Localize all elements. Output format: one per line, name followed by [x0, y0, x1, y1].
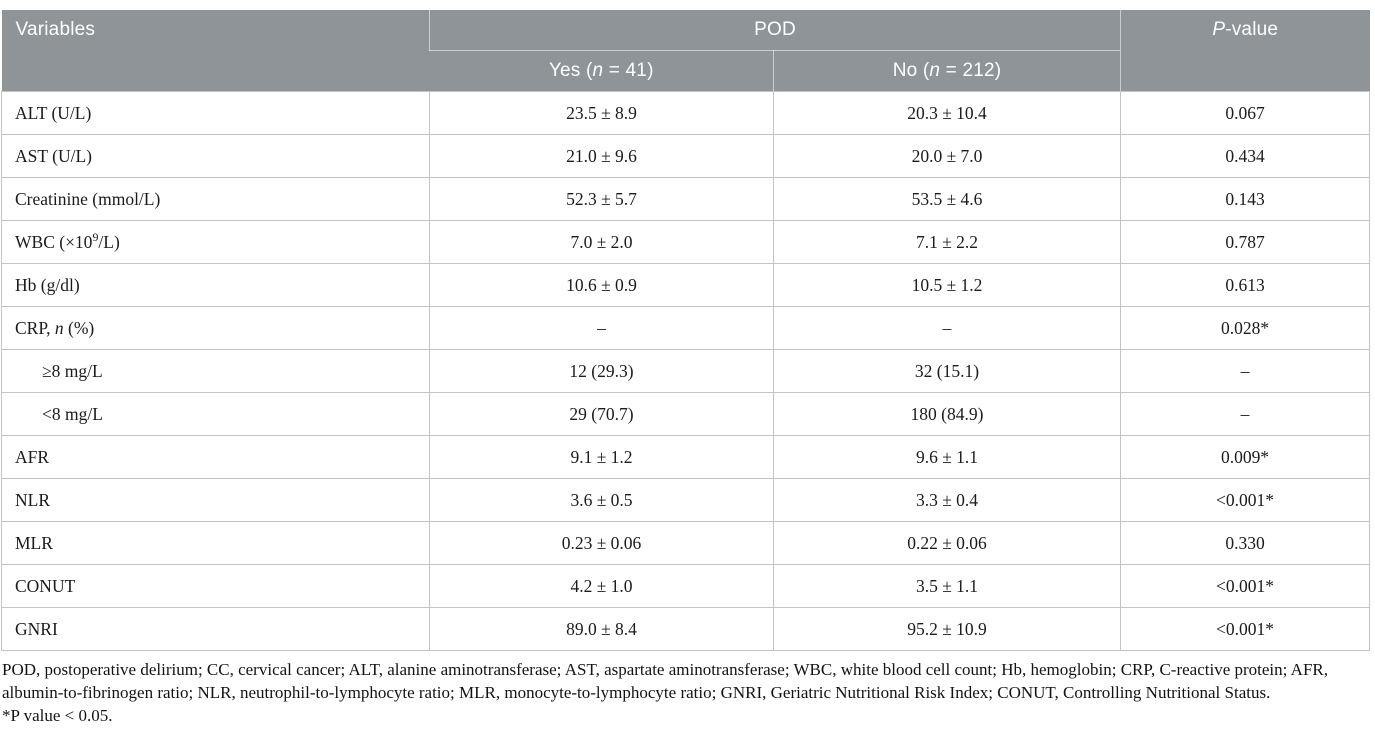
table-header: Variables POD P-value Yes (n = 41) No (n… [1, 10, 1370, 92]
cell-pod-no: 3.5 ± 1.1 [773, 564, 1121, 608]
cell-pod-no: 180 (84.9) [773, 392, 1121, 436]
cell-pod-no: 3.3 ± 0.4 [773, 478, 1121, 522]
cell-p-value: 0.009* [1120, 435, 1370, 479]
cell-pod-yes: 4.2 ± 1.0 [429, 564, 774, 608]
cell-pod-no: 20.3 ± 10.4 [773, 91, 1121, 135]
header-row-top: Variables POD P-value [1, 10, 1370, 92]
cell-p-value: 0.143 [1120, 177, 1370, 221]
cell-p-value: 0.434 [1120, 134, 1370, 178]
header-row-sub: Yes (n = 41) No (n = 212) [2, 50, 1370, 92]
cell-pod-no: 0.22 ± 0.06 [773, 521, 1121, 565]
cell-pod-yes: 7.0 ± 2.0 [429, 220, 774, 264]
table-body: ALT (U/L) 23.5 ± 8.9 20.3 ± 10.4 0.067 AST (… [1, 91, 1370, 651]
col-header-pod-label: POD [754, 19, 796, 40]
cell-p-value: 0.330 [1120, 521, 1370, 565]
cell-pod-yes: 21.0 ± 9.6 [429, 134, 774, 178]
variable-label: NLR [1, 478, 430, 522]
variable-label: MLR [1, 521, 430, 565]
abbreviation-note: POD, postoperative delirium; CC, cervica… [2, 660, 1328, 702]
cell-pod-yes: 10.6 ± 0.9 [429, 263, 774, 307]
cell-pod-yes: 23.5 ± 8.9 [429, 91, 774, 135]
variable-label: Creatinine (mmol/L) [1, 177, 430, 221]
cell-p-value: 0.067 [1120, 91, 1370, 135]
cell-p-value: – [1120, 392, 1370, 436]
col-header-pod-yes-label: Yes (n = 41) [548, 60, 654, 81]
cell-pod-yes: 9.1 ± 1.2 [429, 435, 774, 479]
cell-pod-no: – [773, 306, 1121, 350]
cell-pod-yes: 3.6 ± 0.5 [429, 478, 774, 522]
col-header-pod: POD [429, 10, 1121, 51]
significance-note: *P value < 0.05. [2, 706, 113, 725]
cell-pod-no: 9.6 ± 1.1 [773, 435, 1121, 479]
cell-p-value: 0.787 [1120, 220, 1370, 264]
variable-label: AFR [1, 435, 430, 479]
cell-pod-yes: 0.23 ± 0.06 [429, 521, 774, 565]
col-header-pod-yes: Yes (n = 41) [429, 50, 774, 92]
cell-pod-yes: 29 (70.7) [429, 392, 774, 436]
table-row: Creatinine (mmol/L) 52.3 ± 5.7 53.5 ± 4.6 0… [1, 177, 1370, 221]
variable-label: GNRI [1, 607, 430, 651]
table-row: AFR 9.1 ± 1.2 9.6 ± 1.1 0.009* [1, 435, 1370, 479]
variable-label: CONUT [1, 564, 430, 608]
variable-label: AST (U/L) [1, 134, 430, 178]
table-row: <8 mg/L 29 (70.7) 180 (84.9) – [1, 392, 1370, 436]
cell-pod-no: 32 (15.1) [773, 349, 1121, 393]
table-row: MLR 0.23 ± 0.06 0.22 ± 0.06 0.330 [1, 521, 1370, 565]
col-header-pod-no: No (n = 212) [773, 50, 1121, 92]
col-header-p-value: P-value [1120, 10, 1370, 92]
cell-pod-yes: 52.3 ± 5.7 [429, 177, 774, 221]
cell-p-value: 0.613 [1120, 263, 1370, 307]
col-header-pod-no-label: No (n = 212) [892, 60, 1002, 81]
variable-label: CRP, n (%) [1, 306, 430, 350]
variable-label: ALT (U/L) [1, 91, 430, 135]
table-row: GNRI 89.0 ± 8.4 95.2 ± 10.9 <0.001* [1, 607, 1370, 651]
variable-label: ≥8 mg/L [1, 349, 430, 393]
cell-p-value: <0.001* [1120, 478, 1370, 522]
cell-pod-no: 7.1 ± 2.2 [773, 220, 1121, 264]
variable-label: WBC (×109/L) [1, 220, 430, 264]
table-row: AST (U/L) 21.0 ± 9.6 20.0 ± 7.0 0.434 [1, 134, 1370, 178]
cell-pod-yes: – [429, 306, 774, 350]
cell-pod-no: 95.2 ± 10.9 [773, 607, 1121, 651]
cell-p-value: – [1120, 349, 1370, 393]
table-row: CONUT 4.2 ± 1.0 3.5 ± 1.1 <0.001* [1, 564, 1370, 608]
table-row: WBC (×109/L) 7.0 ± 2.0 7.1 ± 2.2 0.787 [1, 220, 1370, 264]
cell-pod-no: 53.5 ± 4.6 [773, 177, 1121, 221]
table-footnote: POD, postoperative delirium; CC, cervica… [2, 658, 1374, 727]
cell-p-value: 0.028* [1120, 306, 1370, 350]
cell-p-value: <0.001* [1120, 607, 1370, 651]
col-header-variables: Variables [1, 10, 430, 92]
table-row: Hb (g/dl) 10.6 ± 0.9 10.5 ± 1.2 0.613 [1, 263, 1370, 307]
cell-pod-yes: 89.0 ± 8.4 [429, 607, 774, 651]
col-header-p-value-label: P-value [1212, 19, 1279, 40]
statistics-table: Variables POD P-value Yes (n = 41) No (n… [1, 10, 1370, 651]
table-row: CRP, n (%) – –0.028* [1, 306, 1370, 350]
cell-pod-no: 10.5 ± 1.2 [773, 263, 1121, 307]
variable-label: <8 mg/L [1, 392, 430, 436]
table-row: ≥8 mg/L 12 (29.3) 32 (15.1) – [1, 349, 1370, 393]
col-header-variables-label: Variables [15, 19, 96, 40]
cell-pod-yes: 12 (29.3) [429, 349, 774, 393]
cell-pod-no: 20.0 ± 7.0 [773, 134, 1121, 178]
table-row: ALT (U/L) 23.5 ± 8.9 20.3 ± 10.4 0.067 [1, 91, 1370, 135]
cell-p-value: <0.001* [1120, 564, 1370, 608]
table-row: NLR 3.6 ± 0.5 3.3 ± 0.4 <0.001* [1, 478, 1370, 522]
variable-label: Hb (g/dl) [1, 263, 430, 307]
